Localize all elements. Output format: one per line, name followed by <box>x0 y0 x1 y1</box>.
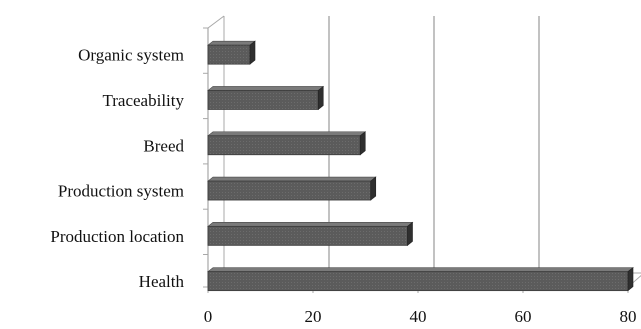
bar-top-3 <box>207 176 377 182</box>
bar-top-0 <box>207 40 256 46</box>
bar-3 <box>207 180 372 201</box>
bar-5 <box>207 271 629 292</box>
category-label-4: Production location <box>50 227 184 246</box>
bar-1 <box>207 90 319 110</box>
x-tick-label-80: 80 <box>620 307 637 326</box>
x-tick-label-60: 60 <box>515 307 532 326</box>
category-label-5: Health <box>139 272 185 291</box>
bar-top-2 <box>207 131 367 137</box>
bar-4 <box>207 225 408 246</box>
category-label-1: Traceability <box>102 91 184 110</box>
bar-2 <box>207 135 361 156</box>
y-axis-top-edge <box>207 15 225 29</box>
bar-end-3 <box>370 176 377 201</box>
bar-top-1 <box>207 86 325 91</box>
category-label-2: Breed <box>143 136 184 155</box>
x-tick-label-0: 0 <box>204 307 213 326</box>
label-layer: 0 20 40 60 80 Organic system Traceability Breed… <box>50 46 636 326</box>
bar-end-2 <box>359 131 366 156</box>
bar-end-5 <box>627 267 634 292</box>
x-tick-label-20: 20 <box>305 307 322 326</box>
bar-0 <box>207 44 251 65</box>
category-label-3: Production system <box>58 182 184 201</box>
bar-layer <box>207 40 634 292</box>
bar-end-4 <box>407 221 413 246</box>
bar-top-4 <box>207 222 414 227</box>
bar-end-1 <box>317 85 324 111</box>
bar-end-0 <box>249 40 256 65</box>
x-tick-label-40: 40 <box>410 307 427 326</box>
category-label-0: Organic system <box>78 46 184 65</box>
bar-top-5 <box>207 267 634 272</box>
